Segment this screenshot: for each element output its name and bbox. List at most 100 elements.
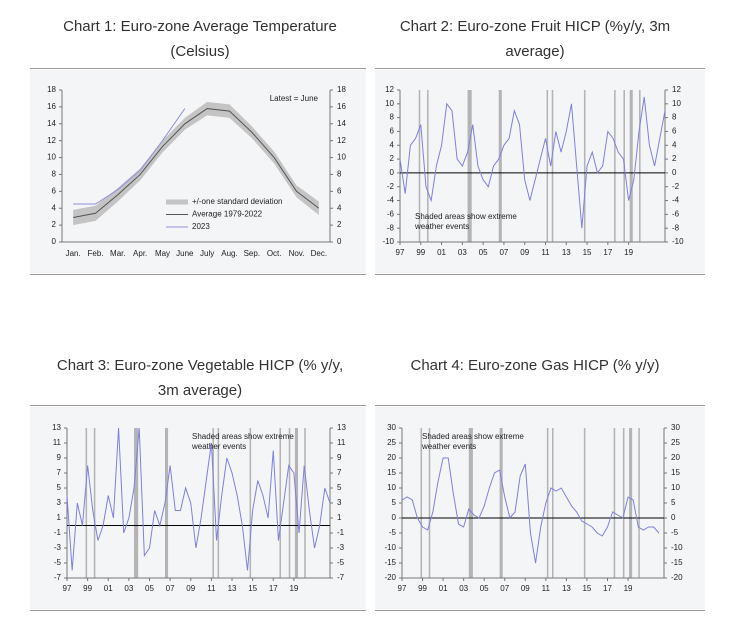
- y2-tick-label: 10: [337, 153, 346, 162]
- x-tick-label: July: [200, 249, 214, 258]
- annotation: Shaded areas show extreme: [192, 432, 294, 441]
- x-tick-label: 09: [520, 248, 529, 257]
- y-tick-label: 2: [390, 154, 395, 163]
- shaded-period: [467, 90, 472, 242]
- rule: [30, 68, 366, 69]
- shaded-period: [546, 90, 549, 242]
- y-tick-label: -3: [54, 543, 62, 552]
- annotation: weather events: [421, 442, 476, 451]
- y-tick-label: 13: [52, 423, 61, 432]
- y2-tick-label: 8: [337, 170, 342, 179]
- legend-label: +/-one standard deviation: [192, 197, 283, 206]
- x-tick-label: 11: [541, 248, 550, 257]
- rule: [375, 68, 705, 69]
- y-tick-label: -10: [384, 543, 396, 552]
- y2-tick-label: -15: [671, 558, 683, 567]
- x-tick-label: 97: [396, 248, 405, 257]
- y-tick-label: 1: [57, 513, 62, 522]
- rule: [30, 610, 366, 611]
- y-tick-label: 14: [47, 119, 56, 128]
- y-tick-label: 8: [52, 170, 57, 179]
- y2-tick-label: 18: [337, 85, 346, 94]
- shaded-period: [551, 90, 554, 242]
- rule: [375, 274, 705, 275]
- series-line: [401, 457, 660, 564]
- y-tick-label: 0: [392, 513, 397, 522]
- x-tick-label: 19: [624, 584, 633, 593]
- shaded-period: [552, 428, 554, 578]
- y2-tick-label: 0: [672, 168, 677, 177]
- y2-tick-label: -7: [337, 573, 345, 582]
- annotation: Shaded areas show extreme: [422, 432, 524, 441]
- x-tick-label: 05: [480, 584, 489, 593]
- y-tick-label: 30: [387, 423, 396, 432]
- y2-tick-label: -5: [671, 528, 679, 537]
- x-tick-label: 11: [542, 584, 551, 593]
- series-line: [399, 96, 666, 229]
- y-tick-label: 3: [57, 498, 62, 507]
- y2-tick-label: 6: [337, 186, 342, 195]
- y2-tick-label: 9: [337, 453, 342, 462]
- shaded-period: [418, 90, 421, 242]
- y2-tick-label: 12: [672, 85, 681, 94]
- y-tick-label: -4: [387, 196, 395, 205]
- y-tick-label: 16: [47, 102, 56, 111]
- shaded-period: [93, 428, 96, 578]
- y-tick-label: 5: [57, 483, 62, 492]
- y-tick-label: 18: [47, 85, 56, 94]
- y2-tick-label: -8: [672, 223, 680, 232]
- chart-panel: [30, 70, 366, 273]
- y-tick-label: 20: [387, 453, 396, 462]
- y2-tick-label: 20: [671, 453, 680, 462]
- y-tick-label: -1: [54, 528, 62, 537]
- y2-tick-label: -10: [672, 237, 684, 246]
- chart-title: Chart 1: Euro-zone Average Temperature (…: [63, 18, 337, 60]
- y-tick-label: 12: [47, 136, 56, 145]
- x-tick-label: 17: [603, 248, 612, 257]
- y-tick-label: 8: [390, 113, 395, 122]
- x-tick-label: 13: [228, 584, 237, 593]
- y-tick-label: 12: [385, 85, 394, 94]
- annotation: Latest = June: [270, 94, 319, 103]
- shaded-period: [134, 428, 139, 578]
- shaded-period: [498, 90, 502, 242]
- shaded-period: [85, 428, 88, 578]
- x-tick-label: Feb.: [87, 249, 103, 258]
- chart-title: Chart 2: Euro-zone Fruit HICP (%y/y, 3m …: [399, 18, 671, 60]
- y2-tick-label: 4: [672, 140, 677, 149]
- y-tick-label: 10: [47, 153, 56, 162]
- y-tick-label: 5: [392, 498, 397, 507]
- x-tick-label: 01: [104, 584, 113, 593]
- rule: [375, 610, 705, 611]
- y2-tick-label: -1: [337, 528, 345, 537]
- y2-tick-label: 6: [672, 127, 677, 136]
- x-tick-label: 97: [63, 584, 72, 593]
- x-tick-label: Nov.: [289, 249, 305, 258]
- rule: [375, 405, 705, 406]
- y-tick-label: -7: [54, 573, 62, 582]
- x-tick-label: 03: [124, 584, 133, 593]
- y-tick-label: 10: [387, 483, 396, 492]
- shaded-period: [427, 90, 429, 242]
- shaded-period: [629, 428, 633, 578]
- y2-tick-label: 5: [671, 498, 676, 507]
- shaded-period: [638, 428, 640, 578]
- series-line: [66, 427, 331, 571]
- shaded-period: [499, 428, 503, 578]
- y2-tick-label: 12: [337, 136, 346, 145]
- y-tick-label: -20: [384, 573, 396, 582]
- y-tick-label: 6: [390, 127, 395, 136]
- std-band: [73, 101, 319, 226]
- shaded-period: [217, 428, 220, 578]
- x-tick-label: 15: [583, 248, 592, 257]
- chart-title: Chart 3: Euro-zone Vegetable HICP (% y/y…: [56, 357, 344, 399]
- y-tick-label: 6: [52, 186, 57, 195]
- y2-tick-label: 11: [337, 438, 346, 447]
- annotation: weather events: [191, 442, 246, 451]
- y-tick-label: 11: [53, 438, 62, 447]
- y2-tick-label: 10: [671, 483, 680, 492]
- shaded-period: [622, 428, 625, 578]
- x-tick-label: 03: [459, 584, 468, 593]
- shaded-period: [639, 90, 641, 242]
